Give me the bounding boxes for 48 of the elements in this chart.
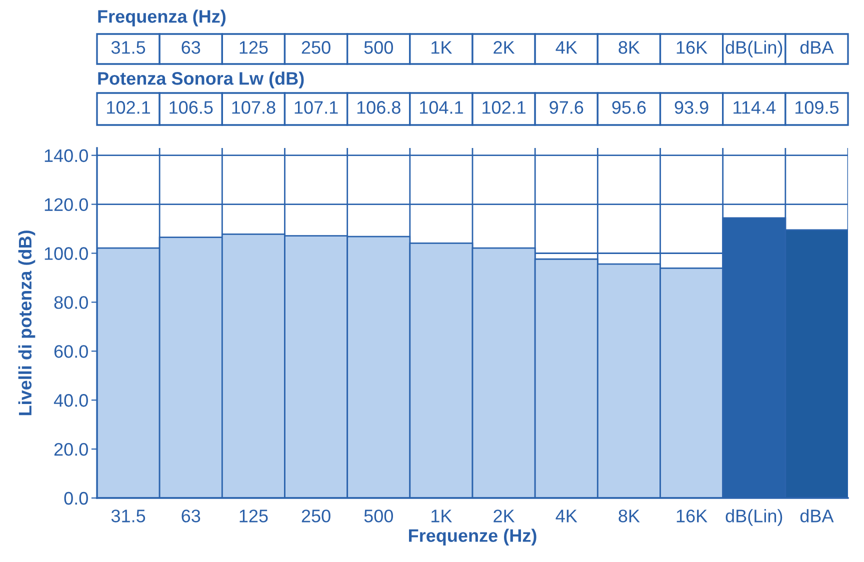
x-tick-label: 63 [182,510,200,522]
data-label: 107.1 [294,101,338,114]
x-tick-label: 31.5 [111,510,146,522]
data-label: 109.5 [795,101,839,114]
category-label: 63 [182,41,200,54]
category-label: 2K [494,41,515,54]
category-label: 1K [432,41,452,54]
x-tick-label: 4K [556,510,578,522]
data-label: 114.4 [734,101,776,114]
category-label: 8K [618,41,640,54]
y-tick-label: 0.0 [64,492,88,505]
y-tick-label: 120.0 [44,198,88,212]
data-label: 95.6 [612,101,646,114]
category-label: dBA [800,40,834,54]
y-tick-label: 140.0 [44,149,88,162]
data-label: 97.6 [550,101,584,114]
x-tick-label: 500 [364,510,393,522]
y-tick-label: 100.0 [44,247,88,260]
y-tick-label: 60.0 [54,345,88,358]
data-label: 106.8 [357,101,400,114]
data-label: 102.1 [482,101,526,114]
data-label: 93.9 [674,101,708,114]
category-label: 31.5 [111,41,146,54]
x-tick-label: 1K [432,510,452,522]
x-tick-label: dB(Lin) [726,509,782,526]
x-tick-label: 125 [240,510,268,522]
text: Potenza Sonora Lw (dB) [98,72,304,88]
category-label: 500 [364,41,393,54]
x-tick-label: dBA [800,509,834,522]
category-label: 125 [240,41,268,54]
data-label: 102.1 [107,101,150,114]
category-label: 250 [302,41,330,54]
y-tick-label: 40.0 [54,394,88,407]
category-label: 16K [676,41,708,54]
category-label: dB(Lin) [726,40,782,58]
y-axis-title: Livelli di potenza (dB) [18,230,36,416]
data-label: 106.5 [170,101,213,114]
x-axis-title: Frequenze (Hz) [409,528,536,546]
x-tick-label: 250 [302,510,330,522]
x-tick-label: 8K [618,510,640,522]
y-tick-label: 20.0 [54,442,88,456]
x-tick-label: 16K [676,510,708,522]
data-label: 107.8 [232,101,276,114]
data-label: 104.1 [420,101,463,114]
x-tick-label: 2K [494,510,515,522]
text: Frequenza (Hz) [98,10,226,26]
category-label: 4K [556,41,578,54]
y-tick-label: 80.0 [54,296,88,309]
